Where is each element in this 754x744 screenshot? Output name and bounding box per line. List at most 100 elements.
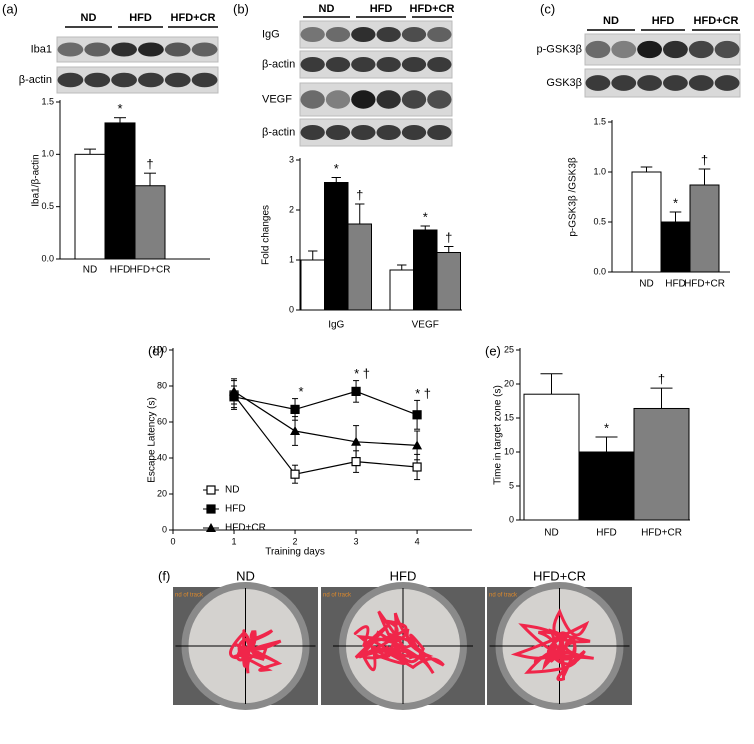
x-tick-label: HFD [596,528,617,539]
annotation: † [701,152,708,167]
blot-band [688,75,714,91]
annotation: * † [415,386,431,401]
point [290,426,301,435]
annotation: * [117,101,122,116]
row-label: β-actin [262,58,295,70]
blot-strip [56,66,219,94]
y-tick-label: 1.0 [593,166,606,176]
bar [633,407,690,521]
panel-label: (c) [540,1,555,16]
y-tick-label: 3 [289,154,294,164]
x-tick-label: 0 [170,536,175,546]
blot-band [111,72,137,88]
blot-band [351,26,376,43]
blot-band [138,42,164,57]
blot-band [376,26,401,43]
legend-marker [206,504,216,514]
bar [300,259,325,311]
lane-label: HFD [370,3,393,15]
swim-track [510,608,594,682]
blot-band [585,40,611,59]
row-label: GSK3β [546,77,582,89]
bar [523,393,580,521]
annotation: * [673,195,678,210]
lane-label: HFD+CR [694,15,739,27]
x-tick-label: 2 [293,536,298,546]
blot-band [325,124,351,141]
blot-band [325,90,351,109]
overlay-text: nd of track [175,593,204,599]
x-tick-label: HFD [110,265,131,276]
legend-label: HFD+CR [225,523,266,534]
lane-label: HFD [129,12,152,24]
blot-band [714,75,740,91]
blot-band [84,72,111,88]
x-axis-label: Training days [265,547,325,558]
point [351,457,361,467]
bar [104,122,136,260]
y-tick-label: 0 [289,304,294,314]
row-label: β-actin [262,126,295,138]
bar [324,182,349,311]
point [412,410,422,420]
y-tick-label: 40 [157,452,167,462]
blot-band [325,26,351,43]
blot-band [57,72,84,88]
blot-band [611,40,637,59]
x-tick-label: 3 [354,536,359,546]
blot-strip [584,33,741,66]
y-tick-label: 1 [289,254,294,264]
blot-band [376,90,401,109]
blot-band [663,75,688,91]
blot-band [300,90,325,109]
blot-strip [299,118,453,147]
y-tick-label: 0 [509,514,514,524]
y-tick-label: 0.5 [41,201,54,211]
maze-title: HFD [390,568,417,583]
blot-band [427,26,452,43]
blot-band [300,26,325,43]
bar [436,252,461,311]
blot-band [164,72,191,88]
x-tick-label: VEGF [412,320,439,331]
annotation: * † [354,366,370,381]
x-tick-label: 4 [415,536,420,546]
series-line [233,394,418,475]
y-tick-label: 20 [157,488,167,498]
y-tick-label: 10 [504,446,514,456]
overlay-text: nd of track [489,593,518,599]
y-tick-label: 5 [509,480,514,490]
annotation: * [423,209,428,224]
annotation: † [356,187,363,202]
x-tick-label: HFD+CR [641,528,682,539]
bar [578,451,635,521]
y-axis-label: Escape Latency (s) [147,397,158,483]
blot-band [300,124,325,141]
legend-marker [206,523,216,532]
series-line [233,390,418,416]
annotation: † [445,230,452,245]
blot-band [84,42,111,57]
lane-label: HFD [652,15,675,27]
y-axis-label: Fold changes [261,205,272,265]
blot-band [401,124,427,141]
panel-label: (a) [2,1,18,16]
point [351,386,361,396]
blot-strip [299,50,453,79]
panel-label: (e) [485,343,501,358]
legend-label: ND [225,485,239,496]
panel-label: (d) [148,343,164,358]
row-label: p-GSK3β [537,43,582,55]
series-line [233,390,418,446]
swim-track [353,610,445,675]
blot-band [376,124,401,141]
blot-band [57,42,84,57]
legend-label: HFD [225,504,246,515]
blot-band [637,40,662,59]
point [412,462,422,472]
x-tick-label: IgG [328,320,344,331]
blot-band [663,40,688,59]
blot-band [427,56,452,73]
y-tick-label: 60 [157,416,167,426]
y-tick-label: 20 [504,378,514,388]
